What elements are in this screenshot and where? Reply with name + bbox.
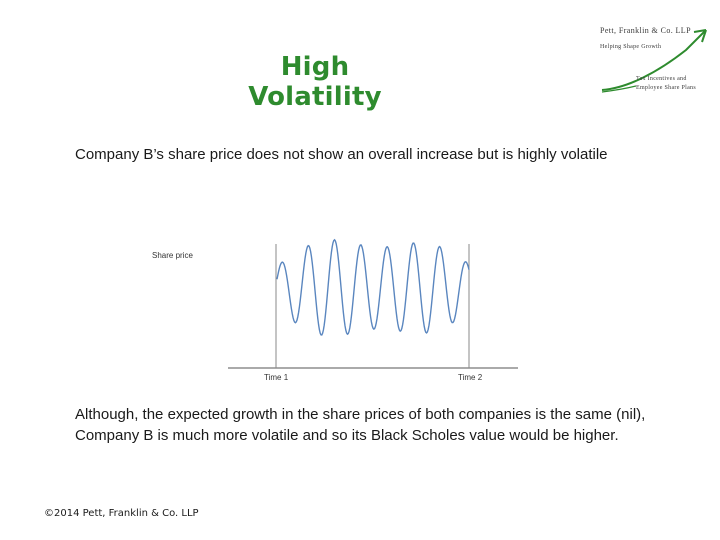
share-price-line (276, 238, 470, 336)
intro-text: Company B’s share price does not show an… (75, 146, 608, 163)
tick-label-time-2: Time 2 (458, 373, 483, 382)
slide-title: High Volatility (248, 52, 382, 112)
y-axis-label: Share price (152, 251, 193, 260)
growth-arrow-icon (601, 29, 707, 93)
share-price-chart: Share price Time 1 Time 2 (140, 208, 530, 388)
company-logo: Pett, Franklin & Co. LLP Helping Shape G… (598, 22, 716, 102)
logo-line-4: Employee Share Plans (636, 85, 696, 91)
copyright-footer: ©2014 Pett, Franklin & Co. LLP (44, 508, 199, 519)
conclusion-text: Although, the expected growth in the sha… (75, 406, 646, 444)
logo-name: Pett, Franklin & Co. LLP (600, 26, 691, 35)
logo-tagline: Helping Shape Growth (600, 44, 662, 50)
logo-line-3: Tax Incentives and (636, 76, 687, 82)
chart-svg: Share price Time 1 Time 2 (152, 238, 518, 382)
tick-label-time-1: Time 1 (264, 373, 289, 382)
